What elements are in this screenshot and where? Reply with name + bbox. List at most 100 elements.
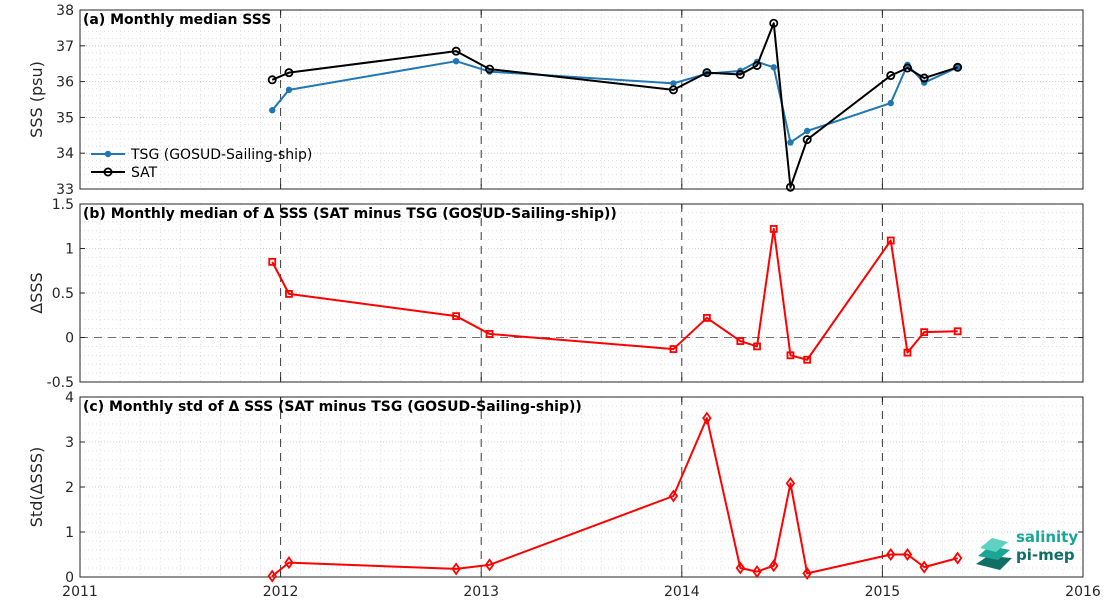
data-point — [668, 489, 679, 503]
data-point — [669, 345, 678, 353]
y-tick-label: 38 — [56, 3, 74, 19]
data-point — [267, 569, 277, 583]
data-point — [451, 46, 461, 56]
data-point — [786, 351, 795, 360]
legend-label: TSG (GOSUD-Sailing-ship) — [130, 147, 312, 163]
y-tick-label: 33 — [56, 182, 74, 198]
logo-word-pimep: pi-mep — [1016, 546, 1075, 564]
legend-marker — [103, 167, 113, 177]
y-tick-label: 2 — [65, 480, 74, 496]
data-point — [285, 86, 293, 94]
y-tick-label: 3 — [65, 435, 74, 451]
wave-icon — [976, 538, 1012, 570]
data-point — [919, 73, 929, 83]
data-point — [284, 68, 294, 78]
data-point — [268, 257, 277, 266]
y-tick-label: 34 — [56, 146, 74, 162]
data-point — [736, 337, 745, 345]
data-point — [953, 62, 963, 72]
x-tick-label: 2011 — [62, 584, 98, 600]
y-tick-label: 1 — [65, 242, 74, 258]
data-point — [452, 312, 461, 321]
legend: TSG (GOSUD-Sailing-ship) SAT — [91, 147, 312, 181]
data-point — [735, 69, 745, 79]
series-line — [271, 22, 958, 189]
data-point — [886, 71, 896, 81]
data-point — [752, 565, 762, 579]
legend-label: SAT — [131, 165, 158, 181]
y-tick-label: 1 — [65, 525, 74, 541]
data-point — [886, 236, 895, 245]
data-point — [953, 327, 962, 336]
series-line — [271, 417, 958, 577]
y-tick-label: 0.5 — [52, 286, 74, 302]
data-point — [752, 60, 762, 70]
data-point — [735, 561, 746, 575]
data-point — [702, 411, 712, 425]
data-point — [886, 547, 896, 562]
series-0 — [268, 225, 962, 364]
panel-title: (b) Monthly median of Δ SSS (SAT minus T… — [83, 206, 617, 222]
axes-frame — [79, 9, 1084, 190]
data-point — [803, 127, 811, 135]
salinity-pimep-logo: salinity pi-mep — [974, 528, 1092, 574]
data-point — [485, 330, 494, 338]
x-tick-label: 2012 — [263, 584, 299, 600]
data-point — [485, 64, 495, 74]
data-point — [787, 139, 794, 146]
data-point — [785, 182, 795, 192]
x-tick-label: 2015 — [865, 584, 901, 600]
data-point — [803, 355, 812, 364]
y-axis-label: SSS (psu) — [27, 61, 46, 138]
y-tick-label: 37 — [56, 39, 74, 55]
series-line — [271, 227, 958, 361]
data-point — [769, 559, 779, 573]
panel-title: (c) Monthly std of Δ SSS (SAT minus TSG … — [83, 399, 582, 415]
data-point — [785, 476, 796, 490]
data-point — [668, 85, 678, 95]
panel-title: (a) Monthly median SSS — [83, 12, 271, 28]
data-point — [285, 289, 293, 298]
data-point — [769, 225, 778, 233]
y-tick-label: 36 — [56, 75, 74, 91]
data-point — [770, 64, 777, 71]
data-point — [452, 57, 460, 65]
data-point — [920, 328, 929, 337]
data-point — [670, 80, 677, 87]
panel-c: 0 1 2 3 4 2011 2012 2013 2014 2015 2016 Std(ΔSSS) (c… — [27, 390, 1101, 600]
data-point — [769, 18, 779, 28]
panel-b: -0.5 0 0.5 1 1.5 ΔSSS (b) Monthly median of Δ … — [27, 197, 1084, 391]
data-point — [484, 558, 495, 572]
series-1 — [267, 18, 963, 192]
data-point — [802, 135, 812, 145]
data-point — [802, 566, 812, 580]
x-tick-label: 2016 — [1065, 584, 1101, 600]
data-point — [702, 68, 712, 78]
y-tick-label: 0 — [65, 331, 74, 347]
data-point — [269, 107, 276, 114]
data-point — [451, 562, 461, 576]
data-point — [702, 314, 711, 322]
y-tick-label: 35 — [56, 110, 74, 126]
y-axis-label: Std(ΔSSS) — [27, 447, 46, 527]
data-point — [753, 342, 761, 351]
y-tick-label: 4 — [65, 390, 74, 406]
x-tick-label: 2014 — [664, 584, 700, 600]
data-point — [887, 99, 894, 107]
data-point — [267, 75, 277, 85]
y-tick-label: 0 — [65, 570, 74, 586]
legend-marker — [104, 150, 112, 158]
y-tick-label: 1.5 — [52, 197, 74, 213]
data-point — [284, 556, 294, 570]
data-point — [919, 560, 929, 574]
panel-a: 33 34 35 36 37 38 SSS (psu) (a) Monthly median … — [27, 3, 1084, 198]
data-point — [952, 551, 963, 565]
data-point — [903, 348, 912, 357]
x-tick-label: 2013 — [463, 584, 499, 600]
series-0 — [267, 411, 963, 583]
data-point — [902, 547, 913, 562]
data-point — [902, 63, 912, 73]
y-tick-label: -0.5 — [47, 375, 74, 391]
y-axis-label: ΔSSS — [27, 272, 46, 313]
